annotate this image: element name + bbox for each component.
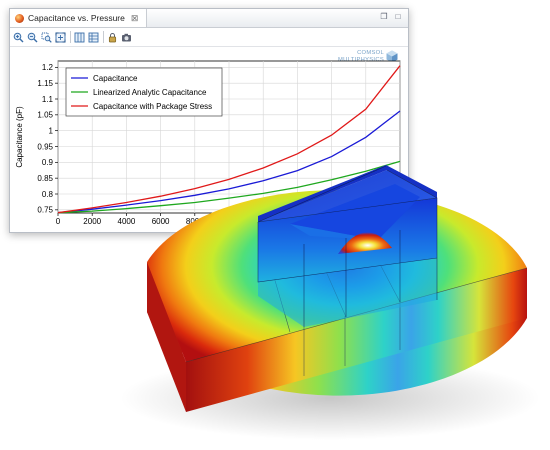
y-axis-label: Capacitance (pF) — [15, 106, 24, 168]
grid-icon[interactable] — [74, 32, 85, 43]
legend: Capacitance Linearized Analytic Capacitan… — [65, 67, 223, 117]
zoom-extents-icon[interactable] — [55, 32, 66, 43]
legend-box — [65, 67, 223, 117]
zoom-box-icon[interactable] — [41, 32, 52, 43]
maximize-window-icon[interactable]: □ — [395, 12, 401, 21]
y-tick-label: 1.15 — [37, 79, 53, 88]
lock-icon[interactable] — [107, 32, 118, 43]
comsol-logo-icon — [386, 50, 398, 63]
box-edges — [257, 165, 438, 327]
legend-label: Linearized Analytic Capacitance — [93, 88, 207, 97]
logo-line2: MULTIPHYSICS — [337, 56, 384, 63]
y-ticks: 0.75 0.8 0.85 0.9 0.95 1 1.05 1.1 1.15 1.2 — [37, 63, 58, 215]
x-tick-label: 2000 — [83, 217, 101, 226]
legend-label: Capacitance — [93, 74, 138, 83]
sensor-cavity — [290, 184, 420, 240]
y-tick-label: 0.95 — [37, 142, 53, 151]
y-tick-label: 0.85 — [37, 174, 53, 183]
legend-label: Capacitance with Package Stress — [93, 102, 212, 111]
tab-close-icon[interactable]: ⊠ — [130, 12, 139, 23]
zoom-in-icon[interactable] — [13, 32, 24, 43]
x-tick-label: 0 — [56, 217, 61, 226]
zoom-out-icon[interactable] — [27, 32, 38, 43]
y-tick-label: 1.1 — [42, 95, 54, 104]
plot-tab-icon — [15, 13, 24, 23]
comsol-logo: COMSOL MULTIPHYSICS — [336, 49, 398, 65]
plot-toolbar — [10, 28, 408, 47]
tab-capacitance-vs-pressure[interactable]: Capacitance vs. Pressure ⊠ — [10, 9, 148, 27]
logo-line1: COMSOL — [357, 50, 384, 56]
diaphragm-bump — [338, 232, 392, 254]
model-front-face — [186, 268, 527, 412]
y-tick-label: 1 — [49, 126, 54, 135]
series-line-3 — [57, 65, 401, 214]
sensor-box-top — [258, 170, 437, 222]
x-tick-label: 4000 — [118, 217, 136, 226]
series-line-1 — [57, 110, 401, 214]
window-titlebar: Capacitance vs. Pressure ⊠ ❐ □ — [10, 9, 408, 28]
plot-window: Capacitance vs. Pressure ⊠ ❐ □ — [9, 8, 409, 233]
table-icon[interactable] — [88, 32, 99, 43]
y-tick-label: 1.2 — [42, 63, 54, 72]
toolbar-separator — [103, 31, 104, 43]
y-tick-label: 0.9 — [42, 158, 54, 167]
x-tick-label: 6000 — [152, 217, 170, 226]
sensor-box-base — [258, 258, 437, 327]
camera-icon[interactable] — [121, 32, 132, 43]
series-group — [57, 65, 401, 214]
series-line-2 — [57, 160, 401, 214]
model-cut-face — [147, 262, 186, 412]
y-tick-label: 0.75 — [37, 206, 53, 215]
logo-text: COMSOL MULTIPHYSICS — [338, 50, 384, 63]
toolbar-separator — [70, 31, 71, 43]
tab-title: Capacitance vs. Pressure — [28, 13, 125, 23]
y-tick-label: 1.05 — [37, 111, 53, 120]
restore-window-icon[interactable]: ❐ — [380, 12, 388, 21]
y-tick-label: 0.8 — [42, 190, 54, 199]
